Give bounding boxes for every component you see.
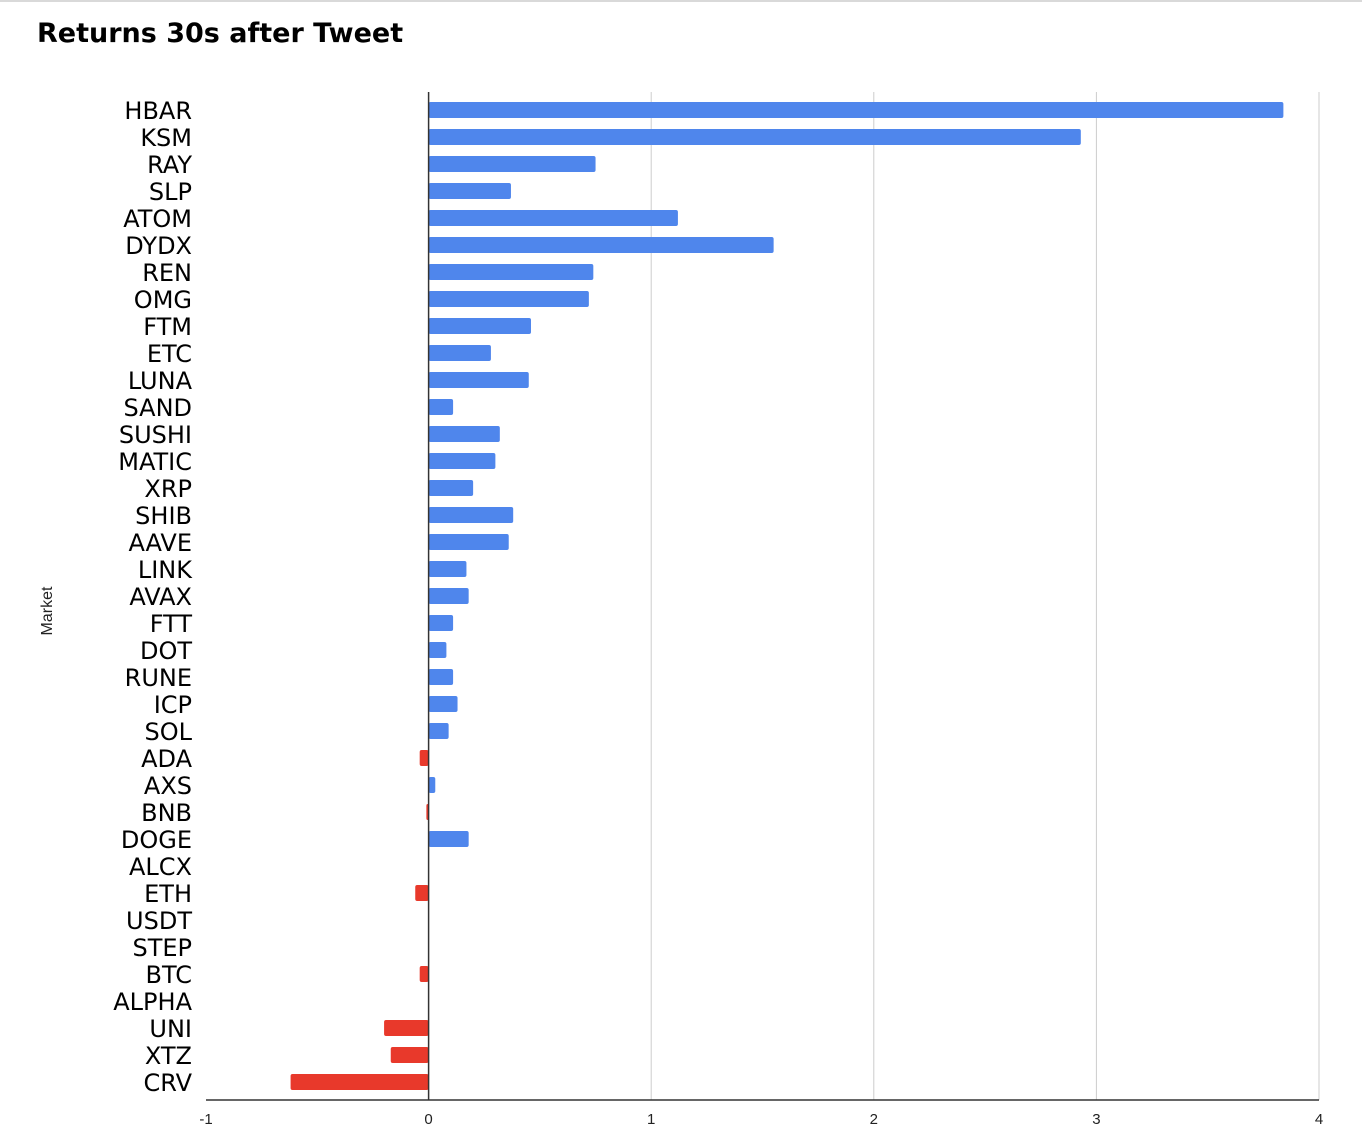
- bar-xrp: [428, 480, 474, 496]
- x-tick-label: 0: [424, 1111, 432, 1128]
- category-label: SLP: [149, 178, 192, 206]
- category-label: DYDX: [125, 232, 192, 260]
- bar-ren: [428, 264, 594, 280]
- bar-slp: [428, 183, 511, 199]
- bar-atom: [428, 210, 678, 226]
- bar-eth: [415, 885, 429, 901]
- category-label: DOGE: [121, 826, 192, 854]
- bar-etc: [428, 345, 491, 361]
- bar-link: [428, 561, 467, 577]
- gridlines: [650, 92, 1320, 1100]
- axes: [206, 92, 1319, 1101]
- bar-aave: [428, 534, 509, 550]
- bar-rune: [428, 669, 454, 685]
- bar-sushi: [428, 426, 500, 442]
- category-label: DOT: [140, 637, 192, 665]
- category-label: CRV: [143, 1069, 192, 1097]
- bar-btc: [419, 966, 429, 982]
- bar-ftt: [428, 615, 454, 631]
- bar-doge: [428, 831, 469, 847]
- category-label: ATOM: [123, 205, 192, 233]
- category-label: BTC: [146, 961, 192, 989]
- bar-ray: [428, 156, 596, 172]
- bar-icp: [428, 696, 458, 712]
- category-label: XTZ: [145, 1042, 192, 1070]
- category-label: SUSHI: [119, 421, 192, 449]
- bar-luna: [428, 372, 529, 388]
- category-label: USDT: [126, 907, 192, 935]
- chart-title: Returns 30s after Tweet: [37, 18, 404, 49]
- category-label: ETC: [147, 340, 192, 368]
- bar-matic: [428, 453, 496, 469]
- bar-sand: [428, 399, 454, 415]
- category-label: RAY: [147, 151, 192, 179]
- x-tick-labels: -1 0 1 2 3 4: [199, 1111, 1323, 1128]
- category-label: ALPHA: [113, 988, 192, 1016]
- category-label: ICP: [154, 691, 192, 719]
- x-tick-label: 4: [1315, 1111, 1323, 1128]
- bar-ada: [419, 750, 429, 766]
- category-label: ALCX: [129, 853, 192, 881]
- category-labels: HBARKSMRAYSLPATOMDYDXRENOMGFTMETCLUNASAN…: [113, 97, 193, 1097]
- x-tick-label: 1: [647, 1111, 655, 1128]
- category-label: SOL: [145, 718, 193, 746]
- bar-crv: [290, 1074, 429, 1090]
- bar-shib: [428, 507, 514, 523]
- bar-ftm: [428, 318, 531, 334]
- category-label: ETH: [144, 880, 192, 908]
- bar-uni: [384, 1020, 429, 1036]
- category-label: FTM: [143, 313, 192, 341]
- category-label: OMG: [134, 286, 192, 314]
- category-label: MATIC: [118, 448, 192, 476]
- category-label: ADA: [141, 745, 192, 773]
- y-axis-title: Market: [39, 586, 56, 635]
- category-label: UNI: [149, 1015, 192, 1043]
- bar-omg: [428, 291, 589, 307]
- bars: [290, 102, 1284, 1090]
- x-tick-label: 2: [870, 1111, 878, 1128]
- bar-avax: [428, 588, 469, 604]
- category-label: AVAX: [129, 583, 192, 611]
- category-label: HBAR: [124, 97, 192, 125]
- bar-xtz: [390, 1047, 429, 1063]
- category-label: SHIB: [135, 502, 192, 530]
- top-border: [0, 0, 1362, 2]
- category-label: AXS: [144, 772, 192, 800]
- category-label: AAVE: [128, 529, 192, 557]
- category-label: KSM: [140, 124, 192, 152]
- category-label: LUNA: [128, 367, 193, 395]
- bar-dydx: [428, 237, 774, 253]
- category-label: REN: [142, 259, 192, 287]
- category-label: BNB: [141, 799, 192, 827]
- category-label: RUNE: [125, 664, 192, 692]
- bar-dot: [428, 642, 447, 658]
- x-tick-label: -1: [199, 1111, 212, 1128]
- category-label: FTT: [150, 610, 193, 638]
- category-label: LINK: [138, 556, 193, 584]
- bar-ksm: [428, 129, 1081, 145]
- category-label: XRP: [144, 475, 192, 503]
- bar-axs: [428, 777, 436, 793]
- category-label: SAND: [123, 394, 192, 422]
- bar-hbar: [428, 102, 1284, 118]
- category-label: STEP: [132, 934, 192, 962]
- bar-sol: [428, 723, 449, 739]
- x-tick-label: 3: [1092, 1111, 1100, 1128]
